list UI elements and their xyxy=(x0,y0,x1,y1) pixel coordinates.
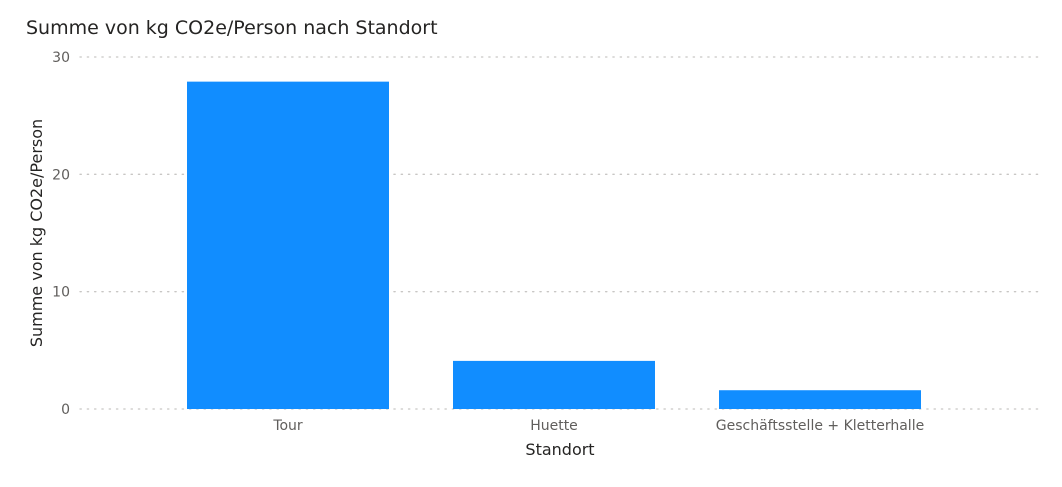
x-axis-title: Standort xyxy=(525,440,594,459)
x-tick-label: Geschäftsstelle + Kletterhalle xyxy=(716,418,924,434)
x-tick-label: Huette xyxy=(530,418,578,434)
bar-gesch-ftsstelle-kletterhalle[interactable] xyxy=(719,390,921,409)
bar-huette[interactable] xyxy=(453,360,655,409)
y-tick-label: 10 xyxy=(52,285,70,301)
y-tick-label: 20 xyxy=(52,167,70,183)
x-axis-ticks: Tour Huette Geschäftsstelle + Kletterhalle xyxy=(272,418,924,434)
bars xyxy=(187,81,921,409)
y-tick-label: 0 xyxy=(61,402,70,418)
y-axis-title: Summe von kg CO2e/Person xyxy=(27,119,46,347)
y-tick-label: 30 xyxy=(52,50,70,66)
x-tick-label: Tour xyxy=(272,418,303,434)
chart-title: Summe von kg CO2e/Person nach Standort xyxy=(26,17,438,39)
y-axis-ticks: 0 10 20 30 xyxy=(52,50,70,418)
bar-tour[interactable] xyxy=(187,81,389,409)
